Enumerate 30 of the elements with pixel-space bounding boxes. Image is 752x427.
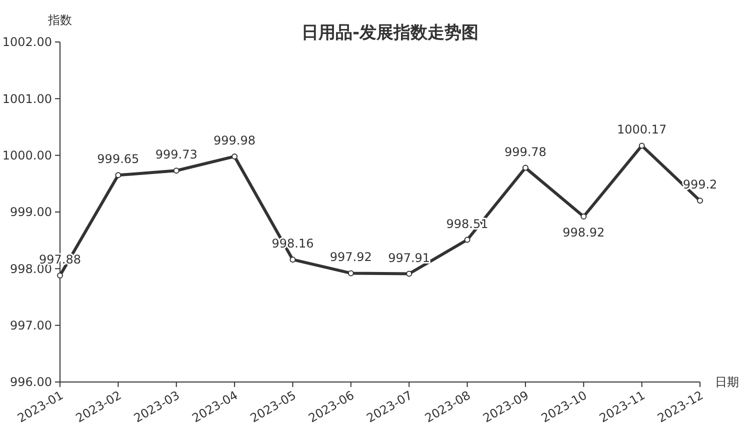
point bbox=[697, 198, 703, 204]
y-tick-label: 1001.00 bbox=[2, 92, 52, 106]
point bbox=[464, 236, 470, 243]
data-label: 999.2 bbox=[682, 178, 718, 192]
y-tick-label: 999.00 bbox=[10, 205, 52, 220]
y-tick-label: 1000.00 bbox=[2, 148, 52, 163]
data-label: 998.92 bbox=[562, 226, 605, 240]
point bbox=[173, 168, 180, 174]
point bbox=[580, 214, 587, 220]
point bbox=[115, 172, 122, 178]
data-label: 1000.17 bbox=[617, 122, 667, 137]
chart-title: 日用品-发展指数走势图 bbox=[301, 23, 479, 43]
y-tick-label: 997.00 bbox=[10, 318, 52, 333]
data-label: 997.91 bbox=[388, 250, 430, 265]
data-label: 999.78 bbox=[504, 144, 546, 159]
data-label: 997.92 bbox=[330, 250, 372, 264]
point bbox=[638, 142, 645, 149]
data-label: 999.98 bbox=[214, 133, 256, 148]
point bbox=[348, 270, 354, 276]
y-tick-label: 1002.00 bbox=[2, 35, 52, 50]
point bbox=[522, 164, 528, 171]
point bbox=[290, 256, 296, 263]
y-tick-label: 996.00 bbox=[10, 375, 52, 390]
data-label: 999.65 bbox=[97, 152, 140, 166]
x-axis-title: 日期 bbox=[715, 375, 739, 389]
point bbox=[57, 272, 63, 278]
y-axis-title: 指数 bbox=[47, 13, 72, 27]
point bbox=[406, 270, 412, 277]
point bbox=[232, 153, 238, 160]
data-label: 999.73 bbox=[155, 148, 198, 162]
